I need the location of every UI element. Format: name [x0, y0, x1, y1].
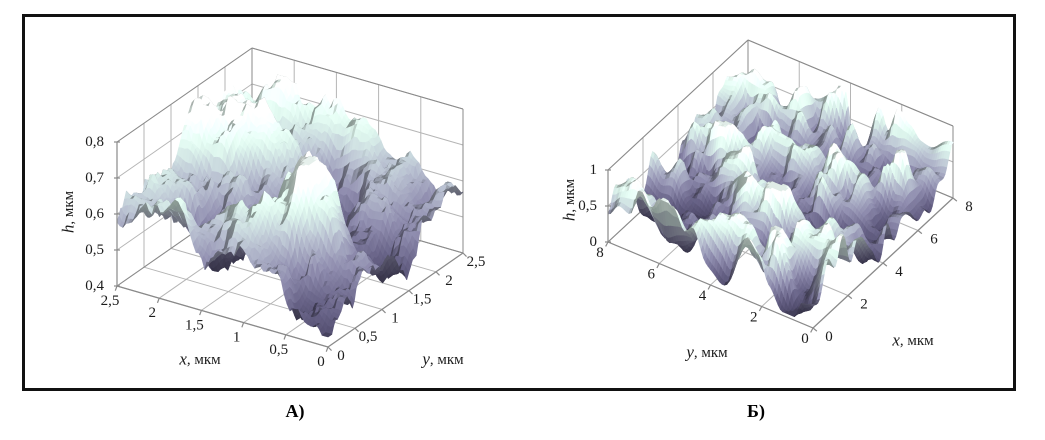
caption-panel-b: Б) — [747, 401, 765, 421]
caption-panel-a: А) — [285, 401, 305, 421]
surface-plot-a — [30, 20, 530, 388]
surface-plot-b — [530, 20, 1020, 388]
